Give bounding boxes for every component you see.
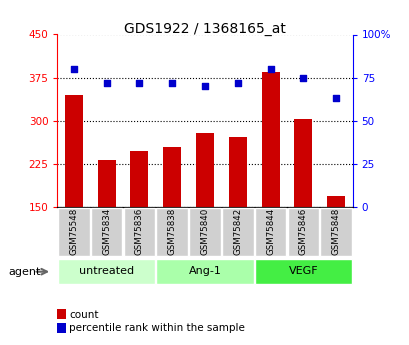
Bar [97, 160, 115, 207]
Bar [130, 151, 148, 207]
Point [103, 80, 110, 86]
Text: Ang-1: Ang-1 [188, 266, 221, 276]
Bar [156, 208, 187, 256]
Bar [287, 208, 318, 256]
Text: agent: agent [8, 267, 40, 277]
Text: GSM75848: GSM75848 [331, 207, 340, 255]
Point [299, 75, 306, 80]
Point [332, 96, 339, 101]
Bar [254, 259, 351, 284]
Bar [326, 196, 344, 207]
Text: GSM75846: GSM75846 [298, 207, 307, 255]
Bar [58, 259, 155, 284]
Text: GDS1922 / 1368165_at: GDS1922 / 1368165_at [124, 22, 285, 37]
Text: GSM75844: GSM75844 [265, 207, 274, 255]
Text: count: count [69, 310, 98, 319]
Text: GSM75842: GSM75842 [233, 207, 242, 255]
Bar [294, 119, 312, 207]
Text: GSM75838: GSM75838 [167, 207, 176, 255]
Text: untreated: untreated [79, 266, 134, 276]
Bar [254, 208, 285, 256]
Bar [196, 134, 213, 207]
Bar [163, 147, 181, 207]
Point [70, 66, 77, 72]
Bar [58, 208, 89, 256]
Bar [156, 259, 253, 284]
Point [136, 80, 142, 86]
Bar [189, 208, 220, 256]
Text: GSM75840: GSM75840 [200, 207, 209, 255]
Text: VEGF: VEGF [288, 266, 317, 276]
Text: GSM75834: GSM75834 [102, 207, 111, 255]
Bar [65, 95, 83, 207]
Point [234, 80, 240, 86]
Bar [261, 72, 279, 207]
Point [267, 66, 273, 72]
Bar [124, 208, 155, 256]
Text: GSM75548: GSM75548 [69, 207, 78, 255]
Bar [228, 137, 246, 207]
Point [201, 83, 208, 89]
Text: GSM75836: GSM75836 [135, 207, 144, 255]
Bar [91, 208, 122, 256]
Bar [222, 208, 253, 256]
Text: percentile rank within the sample: percentile rank within the sample [69, 324, 244, 333]
Point [169, 80, 175, 86]
Bar [320, 208, 351, 256]
